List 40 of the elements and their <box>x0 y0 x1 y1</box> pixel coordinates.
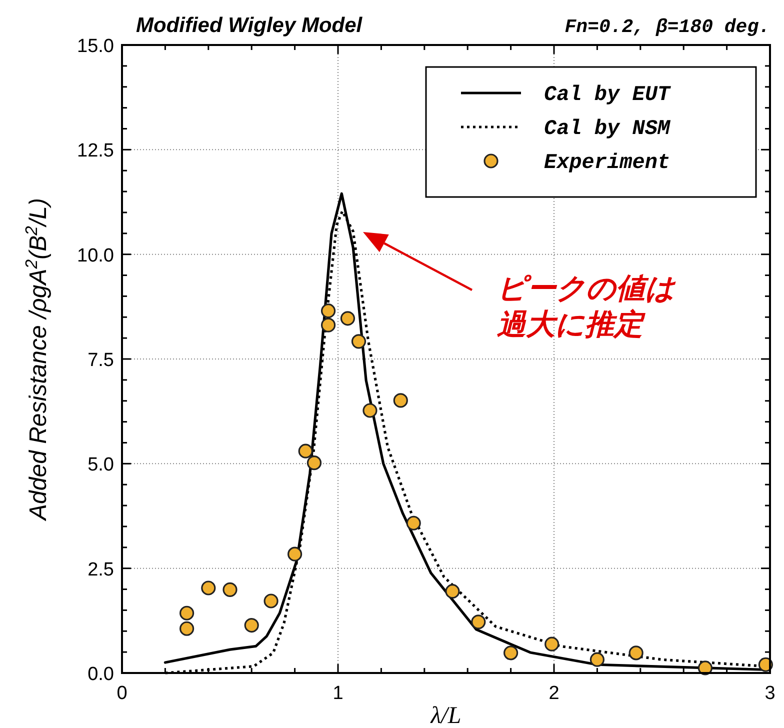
legend-label: Cal by NSM <box>544 118 672 141</box>
point <box>445 584 460 599</box>
point <box>244 618 259 633</box>
y-tick-label: 12.5 <box>77 140 114 162</box>
y-tick-label: 2.5 <box>88 559 114 580</box>
point <box>320 304 336 318</box>
point <box>362 403 378 418</box>
point <box>406 516 421 530</box>
y-tick-label: 15.0 <box>77 36 114 57</box>
point <box>264 594 278 608</box>
point <box>320 318 336 332</box>
point <box>201 580 216 596</box>
point <box>288 546 302 562</box>
x-tick-label: 2 <box>548 683 560 704</box>
point <box>544 636 560 652</box>
point <box>393 393 408 408</box>
legend-label: Experiment <box>544 152 670 175</box>
point <box>298 444 313 458</box>
y-tick-label: 10.0 <box>77 245 114 266</box>
x-tick-label: 0 <box>116 683 128 704</box>
point <box>590 652 604 667</box>
point <box>340 311 356 326</box>
y-tick-label: 0.0 <box>88 664 114 685</box>
y-tick-label: 7.5 <box>88 350 114 371</box>
x-tick-label: 3 <box>764 683 776 704</box>
point <box>180 621 194 636</box>
chart-subtitle: Fn=0.2, β=180 deg. <box>564 16 770 38</box>
point <box>471 614 486 630</box>
legend-label: Cal by EUT <box>544 84 672 107</box>
point <box>306 456 322 470</box>
point <box>180 606 194 620</box>
x-tick-label: 1 <box>332 683 344 704</box>
y-tick-label: 5.0 <box>88 454 114 476</box>
annotation: ピークの値は過大に推定 <box>497 271 676 341</box>
chart-title: Modified Wigley Model <box>136 14 364 37</box>
point <box>222 582 238 597</box>
point <box>351 334 366 349</box>
x-axis-title: λ/L <box>430 703 462 728</box>
point <box>628 646 644 660</box>
point <box>504 646 518 660</box>
